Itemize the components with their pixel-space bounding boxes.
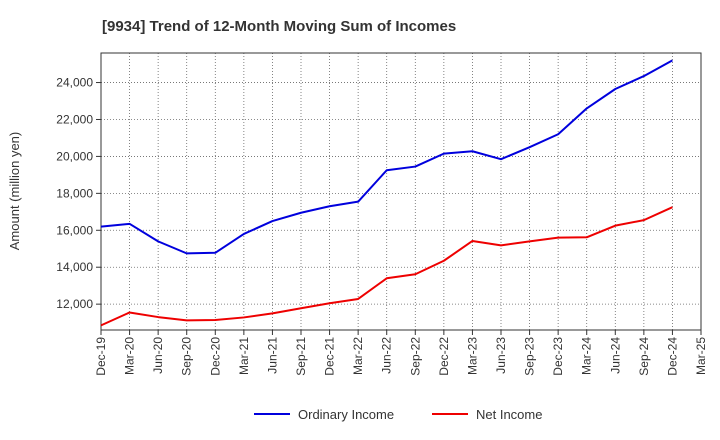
x-tick-label: Mar-22 (351, 337, 365, 375)
x-tick-label: Mar-25 (694, 337, 708, 375)
x-tick-label: Dec-22 (437, 337, 451, 376)
x-tick-label: Dec-21 (323, 337, 337, 376)
series-line-ordinary-income (100, 59, 673, 255)
y-tick-label: 18,000 (56, 186, 93, 200)
x-axis-ticks: Dec-19 Mar-20 Jun-20 Sep-20 Dec-20 Mar-21 Jun-… (94, 330, 708, 376)
x-tick-label: Mar-23 (465, 337, 479, 375)
x-tick-label: Sep-23 (523, 337, 537, 376)
y-axis-ticks: 12,000 14,000 16,000 18,000 20,000 22,000 24,0… (56, 76, 101, 311)
x-tick-label: Jun-20 (151, 337, 165, 374)
y-tick-label: 14,000 (56, 260, 93, 274)
x-tick-label: Sep-22 (408, 337, 422, 376)
x-tick-label: Sep-21 (294, 337, 308, 376)
x-tick-label: Mar-24 (580, 337, 594, 375)
x-tick-label: Dec-19 (94, 337, 108, 376)
x-tick-label: Jun-23 (494, 337, 508, 374)
legend-label-0: Ordinary Income (298, 407, 394, 422)
y-tick-label: 16,000 (56, 223, 93, 237)
x-tick-label: Dec-24 (665, 337, 679, 376)
x-tick-label: Jun-22 (380, 337, 394, 374)
y-axis-label: Amount (million yen) (7, 132, 22, 251)
y-tick-label: 12,000 (56, 297, 93, 311)
chart-title: [9934] Trend of 12-Month Moving Sum of I… (102, 18, 456, 35)
legend-label-1: Net Income (476, 407, 542, 422)
x-tick-label: Dec-23 (551, 337, 565, 376)
x-tick-label: Mar-21 (237, 337, 251, 375)
series-lines (100, 59, 673, 327)
y-tick-label: 24,000 (56, 76, 93, 90)
x-tick-label: Mar-20 (123, 337, 137, 375)
x-tick-label: Dec-20 (208, 337, 222, 376)
x-tick-label: Sep-24 (637, 337, 651, 376)
plot-border (100, 52, 702, 331)
series-line-net-income (100, 206, 673, 327)
x-tick-label: Jun-24 (608, 337, 622, 374)
y-tick-label: 20,000 (56, 149, 93, 163)
x-tick-label: Sep-20 (180, 337, 194, 376)
y-tick-label: 22,000 (56, 112, 93, 126)
plot-area (101, 53, 701, 330)
grid-lines (101, 53, 701, 330)
x-tick-label: Jun-21 (265, 337, 279, 374)
legend: Ordinary Income Net Income (254, 407, 542, 422)
